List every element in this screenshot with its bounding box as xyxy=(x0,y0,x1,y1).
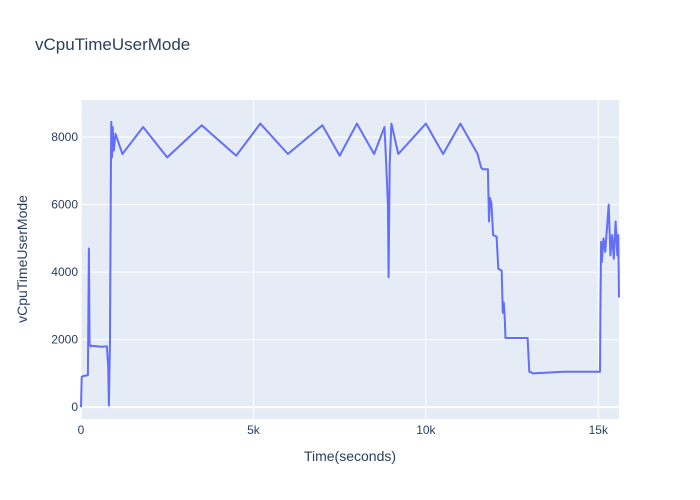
x-tick-label: 15k xyxy=(589,423,609,437)
y-axis-title: vCpuTimeUserMode xyxy=(14,195,30,323)
y-tick-label: 8000 xyxy=(51,130,78,144)
chart-title: vCpuTimeUserMode xyxy=(35,35,190,54)
y-axis-ticks: 0 2000 4000 6000 8000 xyxy=(51,130,78,414)
x-tick-label: 5k xyxy=(247,423,261,437)
x-tick-label: 10k xyxy=(416,423,436,437)
x-tick-label: 0 xyxy=(78,423,85,437)
x-axis-ticks: 0 5k 10k 15k xyxy=(78,423,609,437)
x-axis-title: Time(seconds) xyxy=(304,448,396,464)
y-tick-label: 4000 xyxy=(51,265,78,279)
data-series xyxy=(80,120,620,408)
y-tick-label: 0 xyxy=(71,400,78,414)
plot-area xyxy=(81,100,619,419)
y-tick-label: 6000 xyxy=(51,198,78,212)
series-line-0 xyxy=(80,120,620,408)
y-tick-label: 2000 xyxy=(51,333,78,347)
grid-lines xyxy=(80,100,619,419)
